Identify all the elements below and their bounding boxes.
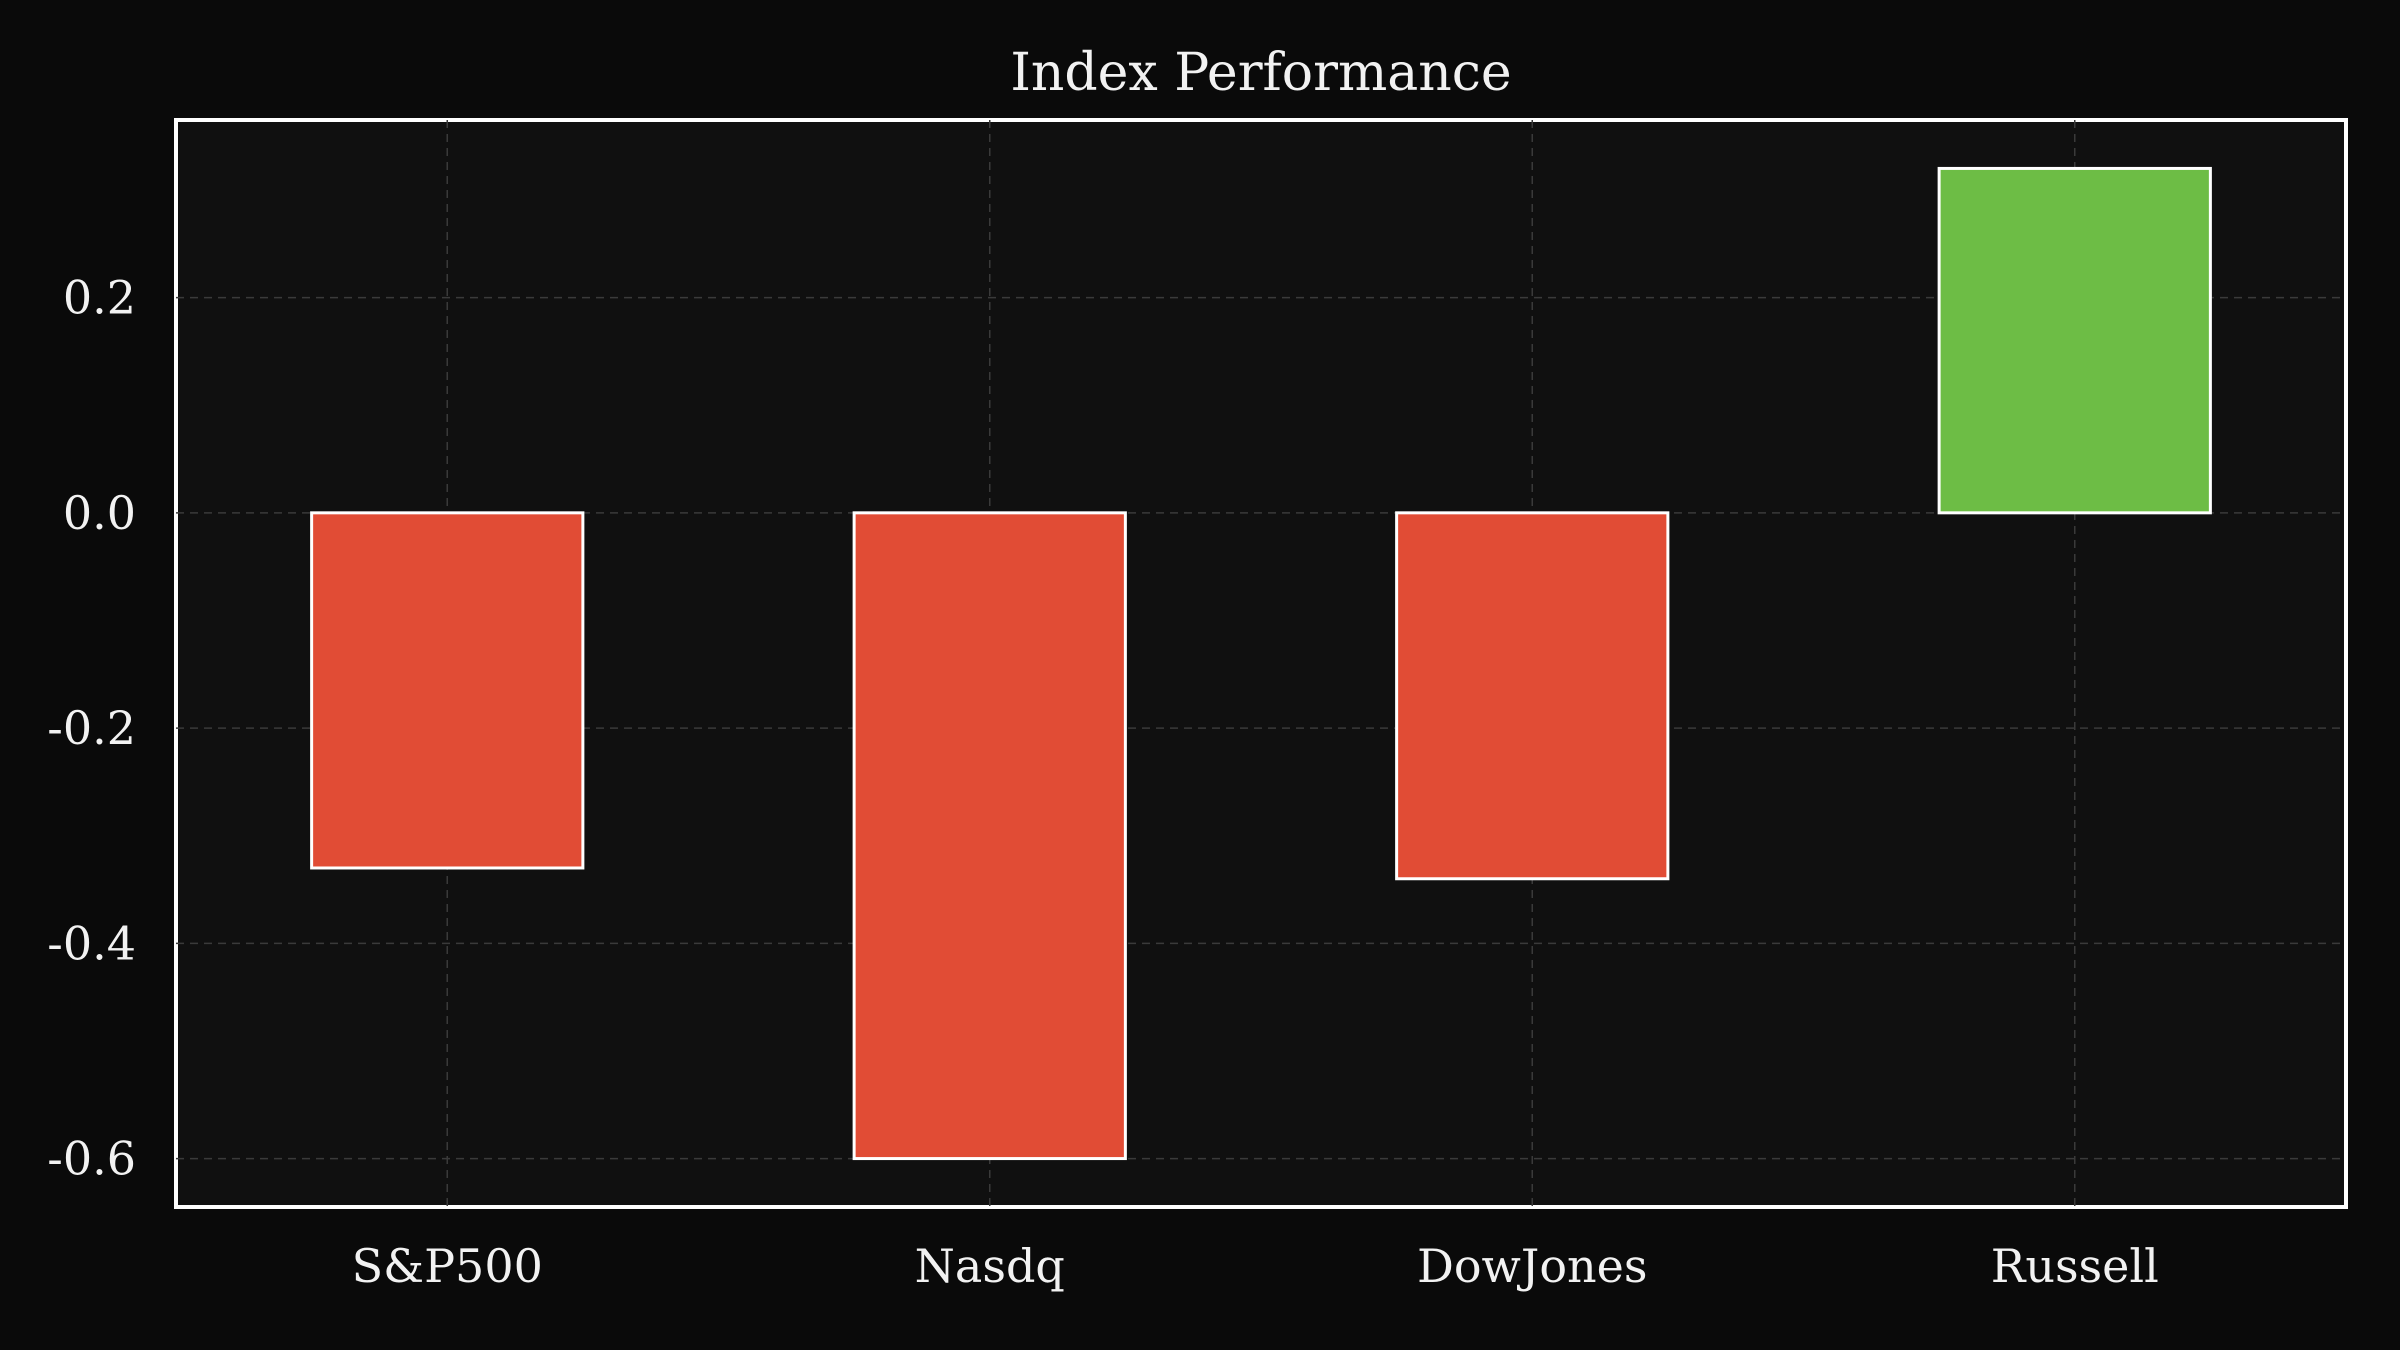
y-axis-ticks: 0.2 0.0 -0.2 -0.4 -0.6 xyxy=(47,271,136,1186)
y-tick-label: 0.0 xyxy=(63,486,136,540)
bar-0 xyxy=(310,511,585,870)
x-tick-label: Russell xyxy=(1991,1239,2159,1293)
y-tick-label: -0.6 xyxy=(47,1132,136,1186)
x-tick-label: S&P500 xyxy=(352,1239,543,1293)
y-tick-label: -0.4 xyxy=(47,916,136,970)
bars xyxy=(310,166,2212,1161)
x-tick-label: Nasdq xyxy=(915,1239,1065,1293)
bar-3 xyxy=(1937,166,2212,515)
bar-1 xyxy=(852,511,1127,1161)
bar-2 xyxy=(1395,511,1670,881)
x-axis-ticks: S&P500 Nasdq DowJones Russell xyxy=(352,1239,2159,1293)
y-tick-label: 0.2 xyxy=(63,271,136,325)
x-tick-label: DowJones xyxy=(1417,1239,1648,1293)
y-tick-label: -0.2 xyxy=(47,701,136,755)
chart-title: Index Performance xyxy=(1010,43,1511,103)
